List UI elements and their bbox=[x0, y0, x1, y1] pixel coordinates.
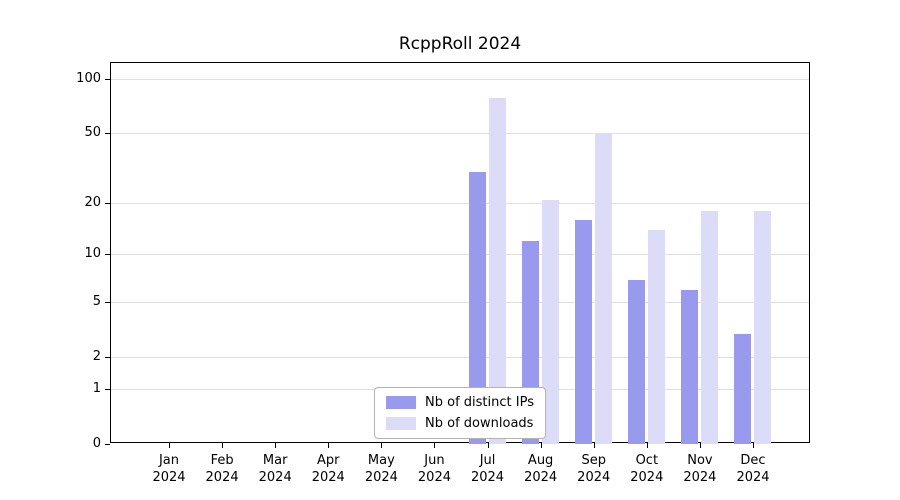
x-tick-mark-apr bbox=[328, 443, 330, 448]
x-tick-label-jun: Jun 2024 bbox=[402, 452, 466, 486]
x-tick-year-jan: 2024 bbox=[152, 470, 186, 485]
bar-nb-of-downloads-oct bbox=[647, 229, 665, 444]
x-tick-mark-sep bbox=[593, 443, 595, 448]
bar-nb-of-distinct-ips-nov bbox=[680, 290, 698, 444]
x-tick-month-jan: Jan bbox=[158, 453, 180, 468]
y-tick-label-0: 0 bbox=[92, 436, 101, 451]
x-tick-mark-dec bbox=[753, 443, 754, 448]
x-tick-month-jul: Jul bbox=[479, 453, 496, 468]
plot-area: Nb of distinct IPs Nb of downloads 0 1 2 5 1… bbox=[76, 62, 810, 485]
x-tick-label-feb: Feb 2024 bbox=[190, 452, 254, 486]
x-tick-month-nov: Nov bbox=[687, 453, 713, 468]
x-tick-month-mar: Mar bbox=[262, 453, 288, 468]
y-tick-label-1: 1 bbox=[92, 381, 101, 397]
x-tick-year-aug: 2024 bbox=[524, 470, 558, 485]
x-tick-year-dec: 2024 bbox=[736, 470, 770, 485]
x-tick-year-nov: 2024 bbox=[683, 470, 717, 485]
x-tick-mark-nov bbox=[699, 443, 701, 448]
bar-nb-of-distinct-ips-sep bbox=[574, 219, 592, 444]
bar-nb-of-downloads-aug bbox=[541, 199, 559, 444]
y-tick-label-2: 2 bbox=[92, 349, 101, 365]
x-tick-label-jan: Jan 2024 bbox=[137, 452, 201, 486]
bar-nb-of-distinct-ips-jul bbox=[468, 172, 486, 444]
y-tick-label-20: 20 bbox=[84, 195, 101, 211]
x-tick-mark-aug bbox=[540, 443, 542, 448]
x-tick-year-apr: 2024 bbox=[311, 470, 345, 485]
y-tick-label-5: 5 bbox=[92, 294, 101, 310]
x-tick-mark-oct bbox=[646, 443, 648, 448]
bar-nb-of-downloads-jul bbox=[488, 98, 506, 444]
legend-label-downloads: Nb of downloads bbox=[425, 416, 534, 431]
legend-item-distinct-ips: Nb of distinct IPs bbox=[386, 395, 534, 410]
y-tick-mark-10 bbox=[105, 254, 110, 256]
bar-nb-of-distinct-ips-dec bbox=[734, 334, 751, 444]
y-tick-label-10: 10 bbox=[84, 246, 101, 262]
x-tick-year-sep: 2024 bbox=[577, 470, 611, 485]
y-tick-label-50: 50 bbox=[84, 125, 101, 141]
x-tick-label-dec: Dec 2024 bbox=[721, 452, 785, 486]
legend-swatch-downloads bbox=[386, 417, 417, 430]
y-tick-mark-0 bbox=[105, 444, 110, 445]
x-tick-label-apr: Apr 2024 bbox=[296, 452, 360, 486]
x-tick-label-may: May 2024 bbox=[349, 452, 413, 486]
x-tick-label-aug: Aug 2024 bbox=[509, 452, 573, 486]
y-tick-mark-100 bbox=[105, 79, 110, 80]
x-tick-month-apr: Apr bbox=[317, 453, 340, 468]
x-tick-month-aug: Aug bbox=[527, 453, 554, 468]
x-tick-mark-jul bbox=[487, 443, 489, 448]
x-tick-year-oct: 2024 bbox=[630, 470, 664, 485]
gridline-10 bbox=[111, 254, 809, 256]
gridline-50 bbox=[111, 133, 809, 135]
x-tick-year-feb: 2024 bbox=[205, 470, 239, 485]
gridline-5 bbox=[111, 302, 809, 304]
gridline-2 bbox=[111, 357, 809, 359]
gridline-20 bbox=[111, 203, 809, 205]
legend-swatch-distinct-ips bbox=[386, 396, 417, 409]
y-tick-mark-1 bbox=[105, 389, 110, 391]
y-tick-label-100: 100 bbox=[76, 71, 101, 86]
x-tick-year-mar: 2024 bbox=[258, 470, 292, 485]
x-tick-label-jul: Jul 2024 bbox=[456, 452, 520, 486]
chart-title: RcppRoll 2024 bbox=[398, 34, 522, 54]
x-tick-mark-feb bbox=[222, 443, 224, 448]
x-tick-label-nov: Nov 2024 bbox=[668, 452, 732, 486]
bar-nb-of-distinct-ips-oct bbox=[627, 279, 645, 444]
y-tick-mark-20 bbox=[105, 203, 110, 205]
y-tick-mark-2 bbox=[105, 357, 110, 359]
x-tick-label-oct: Oct 2024 bbox=[615, 452, 679, 486]
x-tick-year-may: 2024 bbox=[364, 470, 398, 485]
x-tick-month-dec: Dec bbox=[740, 453, 766, 468]
x-tick-month-oct: Oct bbox=[635, 453, 659, 468]
y-tick-mark-50 bbox=[105, 133, 110, 135]
x-tick-mark-jan bbox=[169, 443, 170, 448]
bar-nb-of-downloads-sep bbox=[594, 133, 612, 444]
bar-nb-of-downloads-dec bbox=[754, 211, 771, 444]
x-tick-mark-jun bbox=[434, 443, 436, 448]
x-tick-mark-may bbox=[381, 443, 383, 448]
x-tick-month-jun: Jun bbox=[424, 453, 445, 468]
bar-nb-of-downloads-nov bbox=[700, 211, 718, 444]
legend-label-distinct-ips: Nb of distinct IPs bbox=[425, 395, 534, 410]
x-tick-month-feb: Feb bbox=[210, 453, 234, 468]
x-tick-label-mar: Mar 2024 bbox=[243, 452, 307, 486]
legend-item-downloads: Nb of downloads bbox=[386, 416, 534, 431]
x-tick-month-sep: Sep bbox=[581, 453, 606, 468]
y-tick-mark-5 bbox=[105, 302, 110, 304]
legend: Nb of distinct IPs Nb of downloads bbox=[374, 387, 546, 439]
x-tick-year-jun: 2024 bbox=[417, 470, 451, 485]
gridline-100 bbox=[111, 79, 809, 80]
x-tick-label-sep: Sep 2024 bbox=[562, 452, 626, 486]
x-tick-month-may: May bbox=[367, 453, 395, 468]
x-tick-mark-mar bbox=[275, 443, 277, 448]
x-tick-year-jul: 2024 bbox=[470, 470, 505, 485]
